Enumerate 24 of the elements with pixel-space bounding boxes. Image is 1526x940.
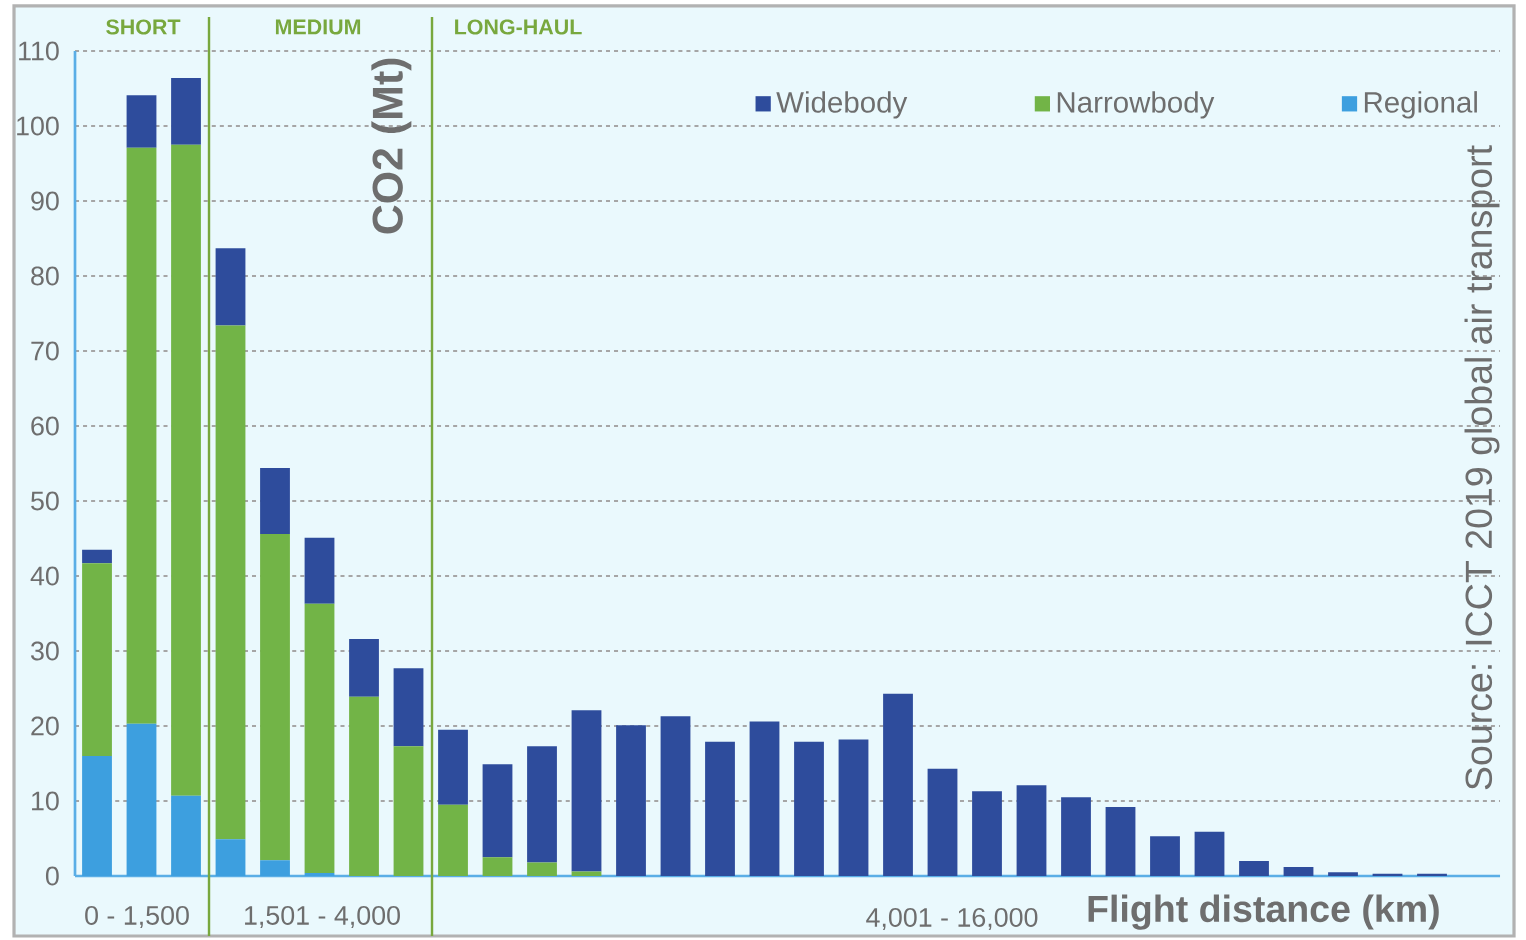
y-axis-title: CO2 (Mt) bbox=[371, 58, 412, 234]
y-tick-label: 50 bbox=[31, 491, 59, 511]
legend-label: Regional bbox=[1364, 91, 1477, 119]
text: MEDIUM bbox=[275, 19, 361, 35]
y-tick-label: 90 bbox=[31, 191, 59, 211]
legend-label: Narrowbody bbox=[1057, 91, 1215, 119]
y-tick-label: 60 bbox=[31, 416, 59, 436]
source-note: Source: ICCT 2019 global air transport bbox=[1464, 145, 1500, 790]
x-axis-title: Flight distance (km) bbox=[1088, 894, 1439, 930]
y-tick-label: 110 bbox=[19, 41, 59, 61]
y-tick-label: 10 bbox=[32, 791, 59, 811]
text: 1,501 - 4,000 bbox=[245, 905, 400, 929]
text: LONG-HAUL bbox=[455, 19, 582, 35]
legend-label: Widebody bbox=[776, 91, 908, 119]
y-tick-label: 0 bbox=[45, 866, 59, 886]
y-tick-label: 40 bbox=[30, 566, 59, 586]
y-tick-label: 70 bbox=[31, 341, 59, 361]
y-tick-label: 30 bbox=[30, 641, 59, 661]
text: SHORT bbox=[106, 19, 181, 35]
text: 4,001 - 16,000 bbox=[866, 907, 1038, 931]
y-tick-label: 100 bbox=[17, 116, 59, 136]
text: 0 - 1,500 bbox=[85, 905, 189, 929]
y-tick-label: 80 bbox=[31, 266, 59, 286]
y-tick-label: 20 bbox=[31, 716, 59, 736]
